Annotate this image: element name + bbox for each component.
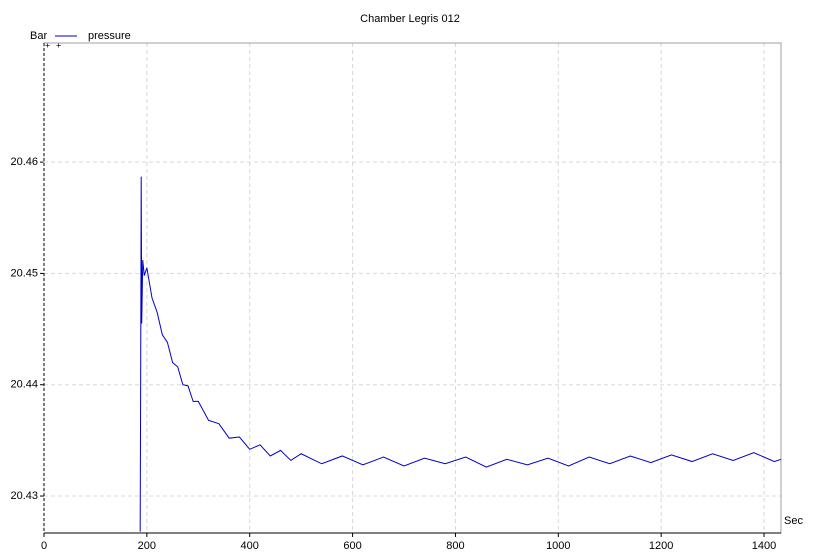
plot-frame [44,42,782,534]
marker-glyph: + [56,40,61,50]
x-tick-label: 1400 [752,540,776,552]
chart-title: Chamber Legris 012 [360,13,460,25]
y-tick-label: 20.45 [10,267,38,279]
x-axis-label: Sec [784,515,803,527]
y-tick-label: 20.44 [10,379,38,391]
x-tick-label: 1200 [649,540,673,552]
legend-label: pressure [88,30,131,42]
y-tick-label: 20.46 [10,156,38,168]
y-tick-label: 20.43 [10,490,38,502]
x-tick-label: 200 [138,540,156,552]
x-tick-label: 1000 [546,540,570,552]
x-tick-label: 400 [241,540,259,552]
y-axis-label: Bar [30,30,47,42]
x-tick-label: 800 [446,540,464,552]
marker-glyph: + [45,40,50,50]
x-tick-label: 0 [41,540,47,552]
data-line [139,176,782,532]
x-tick-label: 600 [343,540,361,552]
